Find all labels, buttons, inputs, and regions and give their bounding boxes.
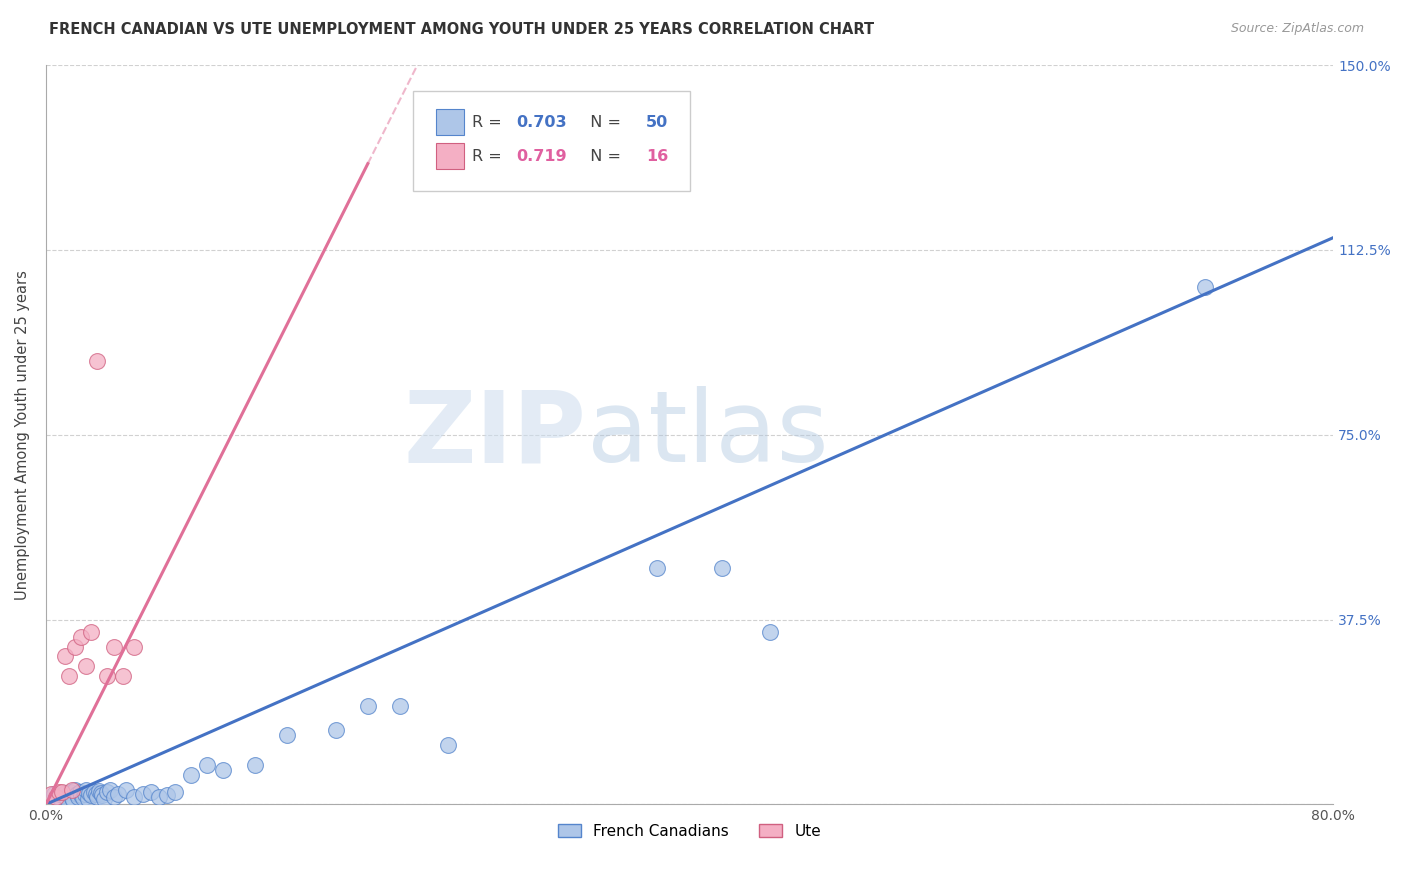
Text: N =: N =: [581, 149, 627, 163]
Point: [80, 624, 103, 639]
Text: 0.719: 0.719: [516, 149, 567, 163]
Point: [124, 789, 146, 804]
Point: [79, 787, 101, 801]
Point: [124, 640, 146, 654]
Point: [163, 785, 186, 799]
Y-axis label: Unemployment Among Youth under 25 years: Unemployment Among Youth under 25 years: [15, 269, 30, 599]
Point: [75, 659, 97, 673]
Point: [243, 757, 266, 772]
Point: [70, 789, 93, 803]
Point: [70, 630, 93, 644]
Point: [87, 783, 110, 797]
Point: [56, 792, 79, 806]
Point: [1194, 280, 1216, 294]
Text: Source: ZipAtlas.com: Source: ZipAtlas.com: [1230, 22, 1364, 36]
Point: [48, 785, 70, 799]
Point: [67, 789, 90, 804]
Text: 16: 16: [645, 149, 668, 163]
Point: [98, 782, 121, 797]
Point: [86, 353, 108, 368]
Point: [59, 785, 82, 799]
Point: [195, 757, 218, 772]
Point: [65, 788, 87, 802]
Point: [96, 669, 118, 683]
Point: [62, 793, 84, 807]
Point: [156, 789, 179, 803]
Point: [84, 788, 107, 802]
Point: [53, 649, 76, 664]
Point: [180, 768, 202, 782]
Legend: French Canadians, Ute: French Canadians, Ute: [553, 817, 828, 845]
Text: 0.703: 0.703: [516, 114, 567, 129]
Bar: [436, 143, 464, 169]
Point: [107, 788, 129, 802]
Point: [112, 669, 135, 683]
Point: [91, 789, 114, 803]
Text: ZIP: ZIP: [404, 386, 586, 483]
Text: R =: R =: [472, 114, 508, 129]
Point: [48, 789, 70, 804]
Point: [93, 792, 115, 806]
Text: atlas: atlas: [586, 386, 828, 483]
Point: [389, 698, 412, 713]
Point: [51, 785, 73, 799]
Point: [73, 788, 96, 802]
Point: [276, 728, 298, 742]
Point: [710, 561, 733, 575]
Point: [58, 669, 80, 683]
Point: [115, 782, 138, 797]
Point: [60, 782, 83, 797]
Point: [72, 791, 94, 805]
Point: [139, 785, 162, 799]
Point: [148, 789, 170, 804]
Point: [131, 788, 153, 802]
Point: [437, 738, 460, 752]
Text: FRENCH CANADIAN VS UTE UNEMPLOYMENT AMONG YOUTH UNDER 25 YEARS CORRELATION CHART: FRENCH CANADIAN VS UTE UNEMPLOYMENT AMON…: [49, 22, 875, 37]
Point: [39, 788, 62, 802]
Point: [103, 789, 125, 804]
Point: [759, 624, 782, 639]
Point: [647, 561, 669, 575]
Point: [80, 789, 103, 803]
Bar: [436, 109, 464, 136]
Point: [96, 785, 118, 799]
Point: [51, 789, 73, 803]
Point: [86, 789, 108, 804]
Point: [69, 785, 91, 799]
Text: N =: N =: [581, 114, 627, 129]
Point: [63, 782, 86, 797]
Point: [75, 782, 97, 797]
Point: [90, 787, 112, 801]
Point: [63, 640, 86, 654]
Point: [60, 791, 83, 805]
Point: [45, 789, 67, 804]
Point: [103, 640, 125, 654]
Point: [83, 785, 105, 799]
Point: [357, 698, 380, 713]
Point: [325, 723, 347, 738]
FancyBboxPatch shape: [413, 91, 690, 191]
Point: [212, 763, 235, 777]
Point: [42, 788, 65, 802]
Point: [53, 787, 76, 801]
Text: R =: R =: [472, 149, 508, 163]
Text: 50: 50: [645, 114, 668, 129]
Point: [76, 792, 98, 806]
